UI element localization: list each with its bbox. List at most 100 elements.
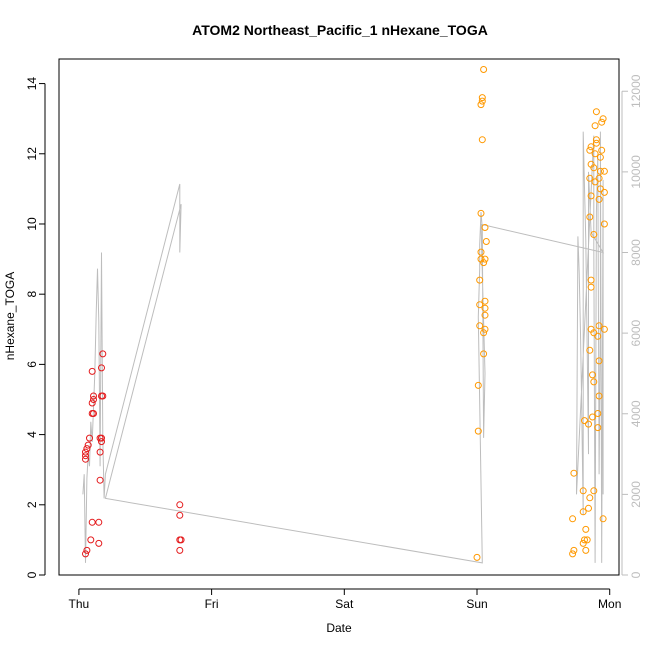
y-tick-label: 4 [25, 431, 39, 438]
data-point [477, 248, 485, 256]
data-point [591, 178, 599, 186]
x-tick-label: Mon [598, 597, 621, 611]
data-point [476, 322, 484, 330]
data-point [96, 448, 104, 456]
y2-tick-label: 10000 [629, 155, 643, 189]
data-point [579, 487, 587, 495]
data-point [589, 413, 596, 421]
data-point [589, 371, 596, 379]
data-point [98, 438, 105, 446]
data-point [590, 329, 598, 337]
data-point [478, 94, 486, 102]
data-point [96, 434, 104, 442]
data-point [83, 546, 91, 554]
data-point [585, 504, 592, 512]
data-point [88, 518, 96, 526]
data-point [598, 146, 606, 154]
data-point [480, 66, 488, 73]
data-point [480, 259, 488, 267]
y-axis-label: nHexane_TOGA [3, 272, 17, 361]
y2-tick-label: 6000 [629, 319, 643, 346]
data-point [592, 108, 600, 116]
data-point [474, 381, 482, 389]
data-point [586, 494, 594, 502]
data-point [583, 536, 591, 544]
data-point [481, 255, 489, 263]
data-point [481, 297, 489, 305]
data-point [596, 167, 604, 175]
data-point [476, 301, 484, 309]
data-point [586, 174, 594, 182]
data-point [481, 304, 489, 312]
data-point [579, 539, 587, 547]
data-point [599, 515, 607, 523]
y-tick-label: 8 [25, 291, 39, 298]
y-tick-label: 12 [25, 147, 39, 161]
altitude-line [82, 131, 605, 564]
data-point [600, 220, 608, 228]
data-point [477, 101, 485, 109]
series-0 [82, 350, 185, 558]
y2-tick-label: 12000 [629, 74, 643, 108]
data-point [587, 283, 595, 291]
data-point [87, 536, 95, 544]
data-point [478, 136, 486, 144]
data-point [90, 396, 97, 403]
data-point [84, 441, 92, 449]
y-axis: 0 2 4 6 8 10 12 14 [25, 77, 46, 578]
data-point [90, 410, 97, 417]
data-point [590, 487, 598, 495]
data-points-group [82, 66, 608, 561]
data-point [594, 332, 602, 340]
data-point [600, 188, 608, 196]
data-point [569, 550, 577, 558]
data-point [591, 150, 599, 158]
data-point [587, 276, 595, 284]
data-point [86, 434, 93, 442]
data-point [586, 213, 594, 221]
data-point [595, 322, 603, 330]
data-point [586, 346, 594, 354]
data-point [99, 350, 107, 358]
y2-tick-label: 2000 [629, 481, 643, 508]
data-point [481, 311, 489, 319]
data-point [474, 427, 482, 435]
data-point [90, 392, 97, 400]
data-point [95, 539, 103, 547]
data-point [477, 209, 485, 217]
data-point [590, 378, 598, 386]
data-point [596, 185, 604, 193]
data-point [82, 455, 89, 463]
data-point [594, 424, 602, 432]
data-point [596, 153, 604, 161]
data-point [598, 118, 606, 126]
data-point [600, 325, 608, 333]
data-point [592, 136, 600, 144]
data-point [581, 536, 588, 544]
data-point [569, 515, 577, 523]
data-point [481, 325, 489, 333]
x-tick-label: Thu [69, 597, 90, 611]
data-point [595, 195, 603, 203]
y-tick-label: 6 [25, 361, 39, 368]
data-point [88, 367, 96, 375]
y-tick-label: 0 [25, 571, 39, 578]
data-point [600, 167, 608, 175]
y-tick-label: 14 [25, 77, 39, 91]
data-point [82, 448, 89, 456]
data-point [481, 224, 489, 231]
y-axis-right: 0 2000 4000 6000 8000 10000 12000 [621, 74, 643, 578]
data-point [592, 139, 600, 147]
y2-tick-label: 8000 [629, 239, 643, 266]
data-point [590, 231, 598, 238]
data-point [176, 501, 184, 509]
x-axis-label: Date [326, 621, 352, 635]
plot-frame [58, 58, 620, 576]
chart-title: ATOM2 Northeast_Pacific_1 nHexane_TOGA [192, 22, 488, 38]
data-point [476, 276, 484, 284]
data-point [570, 469, 578, 477]
data-point [82, 452, 89, 460]
data-point [473, 553, 481, 561]
y2-tick-label: 0 [629, 571, 643, 578]
